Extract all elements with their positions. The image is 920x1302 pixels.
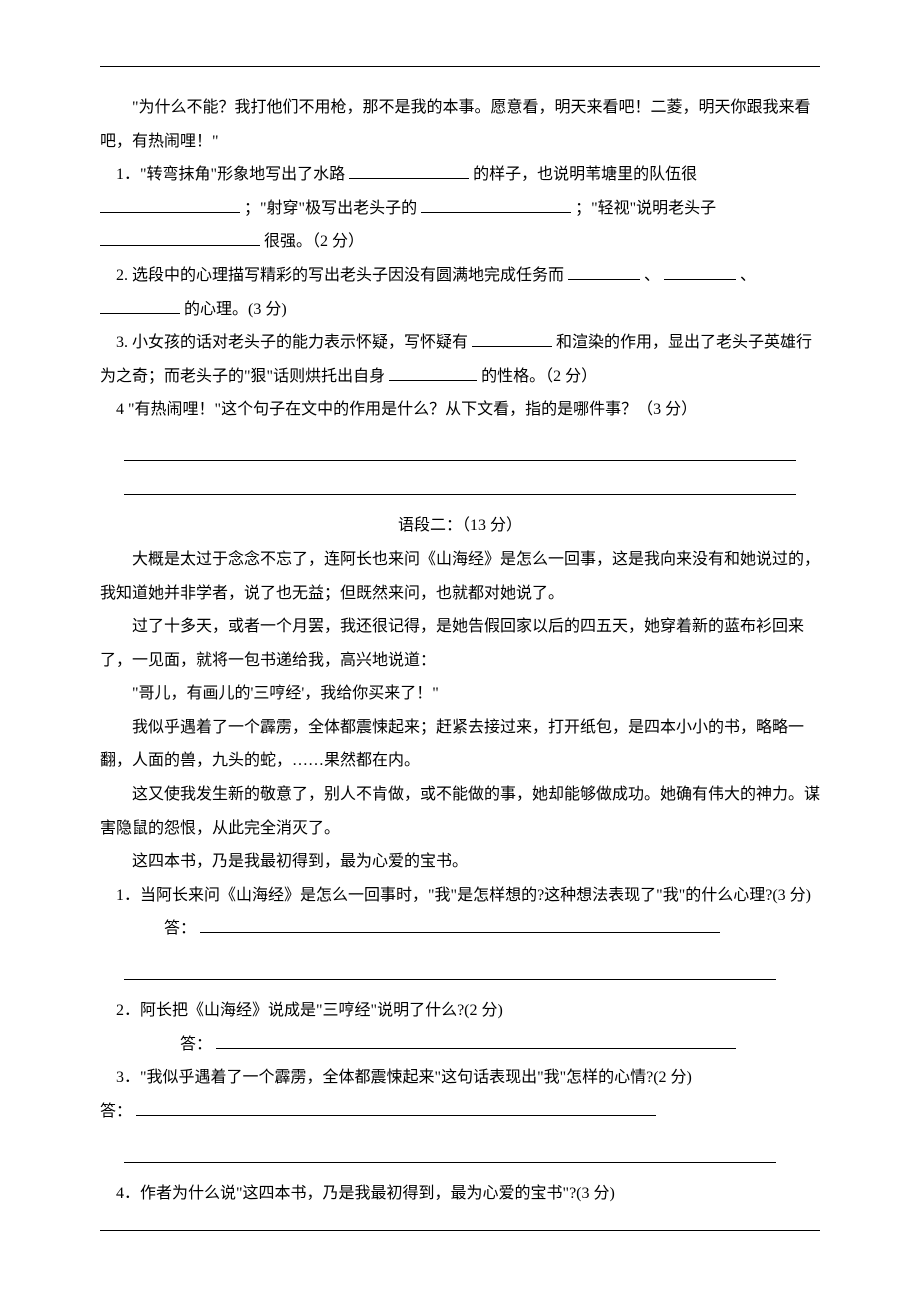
sec1-q2: 2. 选段中的心理描写精彩的写出老头子因没有圆满地完成任务而 、 、 的心理。(…: [100, 259, 820, 326]
q1-text-d: ；"轻视"说明老头子: [575, 200, 716, 217]
q2-text-d: 的心理。(3 分): [184, 301, 287, 318]
q2-blank-2[interactable]: [664, 263, 736, 280]
bottom-divider: [100, 1230, 820, 1231]
sec2-q2-answer: 答：: [100, 1028, 820, 1062]
q3-blank-2[interactable]: [389, 364, 477, 381]
q3-blank-1[interactable]: [472, 330, 552, 347]
answer-label: 答：: [132, 912, 196, 946]
q2-blank-3[interactable]: [100, 297, 180, 314]
q1-text-c: ；"射穿"极写出老头子的: [244, 200, 417, 217]
q1-blank-2[interactable]: [100, 196, 240, 213]
sec2-q1-blank-1[interactable]: [200, 916, 720, 933]
passage2-p5: 这又使我发生新的敬意了，别人不肯做，或不能做的事，她却能够做成功。她确有伟大的神…: [100, 778, 820, 845]
q1-blank-1[interactable]: [349, 162, 469, 179]
sec1-q1: 1．"转弯抹角"形象地写出了水路 的样子，也说明苇塘里的队伍很 ；"射穿"极写出…: [100, 158, 820, 259]
sec2-q1-answer: 答：: [100, 912, 820, 946]
sec2-q3-answer-line-2[interactable]: [124, 1143, 776, 1163]
q1-text-e: 很强。（2 分）: [264, 233, 364, 250]
q3-text-a: 3. 小女孩的话对老头子的能力表示怀疑，写怀疑有: [116, 334, 468, 351]
passage2-p4: 我似乎遇着了一个霹雳，全体都震悚起来；赶紧去接过来，打开纸包，是四本小小的书，略…: [100, 711, 820, 778]
sec1-q4: 4 "有热闹哩！"这个句子在文中的作用是什么？从下文看，指的是哪件事？（3 分）: [100, 393, 820, 427]
sec1-q4-answer-line-1[interactable]: [124, 441, 796, 461]
passage2-p1: 大概是太过于念念不忘了，连阿长也来问《山海经》是怎么一回事，这是我向来没有和她说…: [100, 543, 820, 610]
passage2-p6: 这四本书，乃是我最初得到，最为心爱的宝书。: [100, 845, 820, 879]
passage1-paragraph1: "为什么不能？我打他们不用枪，那不是我的本事。愿意看，明天来看吧！二菱，明天你跟…: [100, 91, 820, 158]
q2-blank-1[interactable]: [568, 263, 640, 280]
sec2-q2: 2．阿长把《山海经》说成是"三哼经"说明了什么?(2 分): [100, 994, 820, 1028]
q1-blank-3[interactable]: [421, 196, 571, 213]
sec2-q3: 3．"我似乎遇着了一个霹雳，全体都震悚起来"这句话表现出"我"怎样的心情?(2 …: [100, 1061, 820, 1095]
sec2-q3-answer: 答：: [100, 1095, 820, 1129]
sec1-q3: 3. 小女孩的话对老头子的能力表示怀疑，写怀疑有 和渲染的作用，显出了老头子英雄…: [100, 326, 820, 393]
q2-text-b: 、: [644, 267, 660, 284]
document-page: { "colors": { "text": "#000000", "backgr…: [0, 0, 920, 1293]
q2-text-a: 2. 选段中的心理描写精彩的写出老头子因没有圆满地完成任务而: [116, 267, 564, 284]
passage2-p2: 过了十多天，或者一个月罢，我还很记得，是她告假回家以后的四五天，她穿着新的蓝布衫…: [100, 610, 820, 677]
sec2-q2-blank-1[interactable]: [216, 1032, 736, 1049]
q2-text-c: 、: [740, 267, 756, 284]
answer-label: 答：: [100, 1095, 132, 1129]
passage2-p3: "哥儿，有画儿的'三哼经'，我给你买来了！": [100, 677, 820, 711]
q1-text-b: 的样子，也说明苇塘里的队伍很: [473, 166, 697, 183]
section2-title: 语段二：（13 分）: [100, 509, 820, 543]
sec2-q3-blank-1[interactable]: [136, 1099, 656, 1116]
sec2-q1: 1．当阿长来问《山海经》是怎么一回事时，"我"是怎样想的?这种想法表现了"我"的…: [100, 879, 820, 913]
sec2-q4: 4．作者为什么说"这四本书，乃是我最初得到，最为心爱的宝书"?(3 分): [100, 1177, 820, 1211]
top-divider: [100, 66, 820, 67]
sec2-q1-answer-line-2[interactable]: [124, 960, 776, 980]
sec1-q4-answer-line-2[interactable]: [124, 475, 796, 495]
answer-label: 答：: [148, 1028, 212, 1062]
q1-blank-4[interactable]: [100, 229, 260, 246]
q1-text-a: 1．"转弯抹角"形象地写出了水路: [116, 166, 345, 183]
q3-text-c: 的性格。（2 分）: [481, 368, 597, 385]
